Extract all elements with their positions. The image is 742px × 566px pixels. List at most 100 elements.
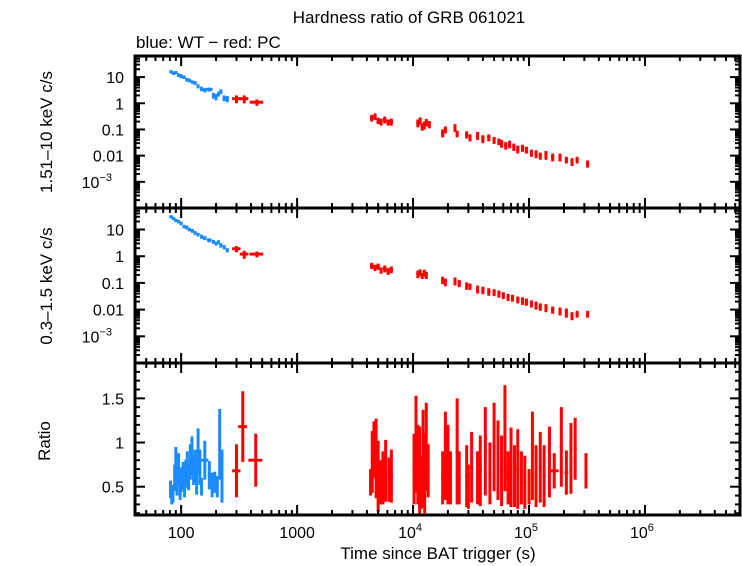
- chart-subtitle: blue: WT − red: PC: [136, 33, 281, 52]
- x-tick-label-text: 1000: [279, 525, 315, 542]
- data-point: [487, 288, 491, 296]
- data-point: [538, 303, 542, 311]
- data-point: [187, 78, 191, 83]
- y-tick-label: 0.1: [102, 122, 124, 139]
- series-wt: [169, 408, 224, 505]
- data-point: [200, 440, 209, 480]
- data-point: [551, 153, 555, 162]
- data-point: [534, 301, 538, 310]
- y-tick-label: 10−3: [82, 172, 112, 192]
- data-point: [179, 221, 183, 226]
- data-point: [205, 87, 213, 92]
- x-axis-label: Time since BAT trigger (s): [340, 544, 535, 563]
- data-point: [492, 289, 496, 297]
- data-point: [182, 75, 186, 79]
- data-point: [222, 95, 226, 102]
- y-tick-label-text: 1: [115, 249, 124, 266]
- data-point: [519, 451, 523, 505]
- data-point: [382, 265, 387, 273]
- data-point: [534, 445, 538, 508]
- panel-ratio: Ratio 1.5 1 0.5: [35, 361, 742, 517]
- plot-frame: [133, 54, 742, 210]
- data-point: [213, 471, 217, 493]
- x-tick-label-text: 10: [514, 525, 532, 542]
- x-tick-label-exponent: 4: [416, 522, 422, 534]
- data-point: [564, 156, 568, 164]
- y-tick-label-text: 10: [82, 329, 100, 346]
- data-point: [564, 450, 569, 495]
- data-point: [524, 298, 528, 306]
- data-point: [171, 484, 175, 503]
- data-point: [453, 277, 457, 286]
- data-point: [573, 417, 577, 480]
- data-point: [564, 308, 568, 318]
- data-point: [441, 451, 445, 505]
- y-tick-label-text: 1: [115, 436, 124, 453]
- data-point: [441, 276, 445, 285]
- data-point: [483, 407, 487, 496]
- data-point: [478, 435, 482, 507]
- series-pc: [232, 385, 588, 515]
- y-tick-label-text: 10: [82, 175, 100, 192]
- data-point: [529, 300, 533, 308]
- data-point: [210, 472, 214, 498]
- x-tick-label-text: 100: [168, 525, 195, 542]
- data-point: [476, 285, 480, 294]
- data-point: [448, 451, 452, 505]
- y-tick-label: 0.5: [102, 480, 124, 497]
- data-point: [516, 145, 520, 154]
- data-point: [426, 444, 430, 498]
- data-point: [524, 146, 528, 154]
- data-point: [373, 113, 377, 120]
- data-point: [418, 269, 422, 277]
- data-point: [176, 73, 181, 78]
- y-tick-label: 10: [106, 223, 124, 240]
- data-point: [232, 444, 241, 498]
- data-point: [174, 70, 178, 75]
- data-point: [196, 84, 200, 89]
- data-point: [249, 251, 264, 258]
- data-point: [542, 445, 546, 508]
- data-point: [382, 116, 387, 124]
- plot-frame: [133, 206, 742, 365]
- data-point: [549, 453, 559, 489]
- data-point: [530, 411, 534, 500]
- data-point: [179, 74, 183, 79]
- x-tick-label-exponent: 6: [648, 522, 654, 534]
- data-point: [468, 283, 472, 290]
- data-point: [492, 136, 496, 144]
- data-point: [386, 268, 390, 275]
- data-point: [453, 124, 457, 132]
- data-point: [193, 81, 197, 85]
- data-point: [193, 449, 197, 482]
- data-point: [200, 234, 204, 239]
- y-tick-label-text: 0.01: [93, 303, 124, 320]
- data-point: [220, 449, 224, 503]
- data-point: [586, 310, 590, 318]
- x-tick-label-text: 10: [630, 525, 648, 542]
- y-axis-label-soft: 0.3–1.5 keV c/s: [37, 227, 56, 344]
- y-tick-label: 0.01: [93, 303, 124, 320]
- x-tick-label-text: 10: [398, 525, 416, 542]
- chart-title: Hardness ratio of GRB 061021: [293, 8, 525, 27]
- data-point: [457, 451, 461, 505]
- data-point: [534, 150, 538, 159]
- data-point: [424, 271, 428, 280]
- data-point: [196, 232, 200, 237]
- y-tick-label-text: 10: [106, 223, 124, 240]
- data-point: [424, 119, 428, 127]
- y-tick-label: 0.01: [93, 149, 124, 166]
- data-point: [457, 279, 461, 288]
- data-point: [239, 250, 249, 259]
- y-tick-label-text: 1.5: [102, 391, 124, 408]
- data-point: [200, 86, 204, 92]
- data-point: [465, 282, 469, 290]
- data-point: [389, 118, 393, 126]
- data-point: [217, 240, 221, 245]
- x-tick-label: 104: [398, 522, 422, 542]
- series-wt: [169, 70, 229, 103]
- data-point: [559, 407, 563, 487]
- data-point: [465, 131, 469, 139]
